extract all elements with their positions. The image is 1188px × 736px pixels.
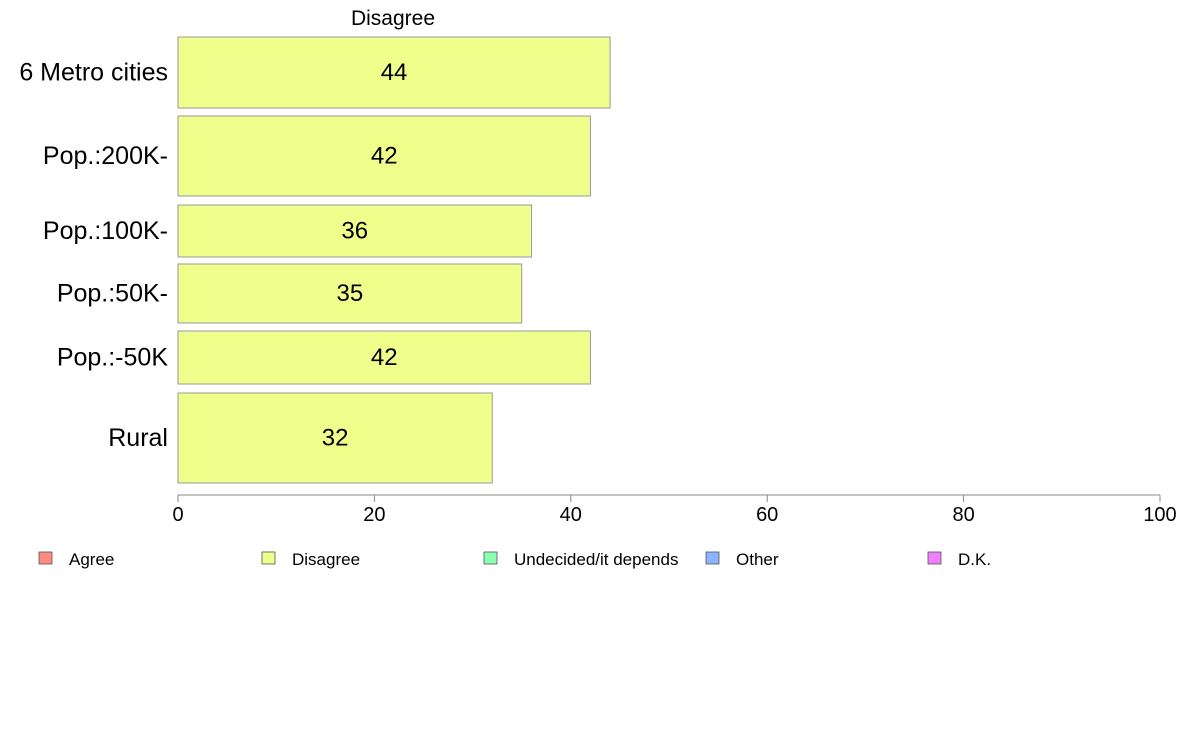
- legend-label: Undecided/it depends: [514, 550, 678, 569]
- category-label: Pop.:50K-: [57, 280, 168, 308]
- bar: [177, 115, 591, 197]
- legend: Agree Disagree Undecided/it depends Other D.…: [38, 550, 991, 569]
- legend-swatch: [705, 551, 720, 565]
- bar-group: Rural 32: [108, 392, 493, 484]
- x-axis: 0 20 40 60 80 100: [172, 494, 1177, 526]
- legend-label: D.K.: [958, 550, 991, 569]
- category-label: Pop.:-50K: [57, 344, 169, 372]
- bar-group: Pop.:200K- 42: [43, 115, 591, 197]
- x-tick-label: 80: [952, 504, 974, 526]
- category-label: Pop.:200K-: [43, 142, 168, 170]
- bar-group: Pop.:100K- 36: [43, 204, 533, 258]
- data-label: 44: [381, 59, 408, 86]
- category-label: Rural: [108, 424, 168, 452]
- bar: [177, 392, 493, 484]
- legend-swatch: [38, 551, 53, 565]
- data-label: 42: [371, 143, 398, 170]
- bar: [177, 263, 523, 324]
- legend-label: Other: [736, 550, 779, 569]
- legend-item: Undecided/it depends: [483, 550, 678, 569]
- x-tick-label: 60: [756, 504, 778, 526]
- bar-group: Pop.:50K- 35: [57, 263, 523, 324]
- legend-item: Other: [705, 550, 779, 569]
- legend-item: Agree: [38, 550, 114, 569]
- bars-layer: 6 Metro cities 44 Pop.:200K- 42 Pop.:100K- 36…: [19, 36, 611, 484]
- chart-title: Disagree: [351, 7, 435, 30]
- legend-item: D.K.: [927, 550, 991, 569]
- category-label: Pop.:100K-: [43, 217, 168, 245]
- x-tick-label: 20: [363, 504, 385, 526]
- legend-label: Agree: [69, 550, 114, 569]
- bar-group: 6 Metro cities 44: [19, 36, 611, 109]
- bar-group: Pop.:-50K 42: [57, 330, 591, 385]
- legend-swatch: [261, 551, 276, 565]
- x-tick-label: 40: [560, 504, 582, 526]
- x-tick-label: 100: [1143, 504, 1176, 526]
- legend-label: Disagree: [292, 550, 360, 569]
- data-label: 32: [322, 425, 349, 452]
- category-label: 6 Metro cities: [19, 59, 168, 87]
- data-label: 35: [336, 280, 363, 307]
- x-tick-label: 0: [172, 504, 183, 526]
- bar: [177, 330, 591, 385]
- legend-swatch: [483, 551, 498, 565]
- data-label: 36: [341, 218, 368, 245]
- data-label: 42: [371, 344, 398, 371]
- legend-swatch: [927, 551, 942, 565]
- bar: [177, 36, 611, 109]
- bar: [177, 204, 533, 258]
- legend-item: Disagree: [261, 550, 360, 569]
